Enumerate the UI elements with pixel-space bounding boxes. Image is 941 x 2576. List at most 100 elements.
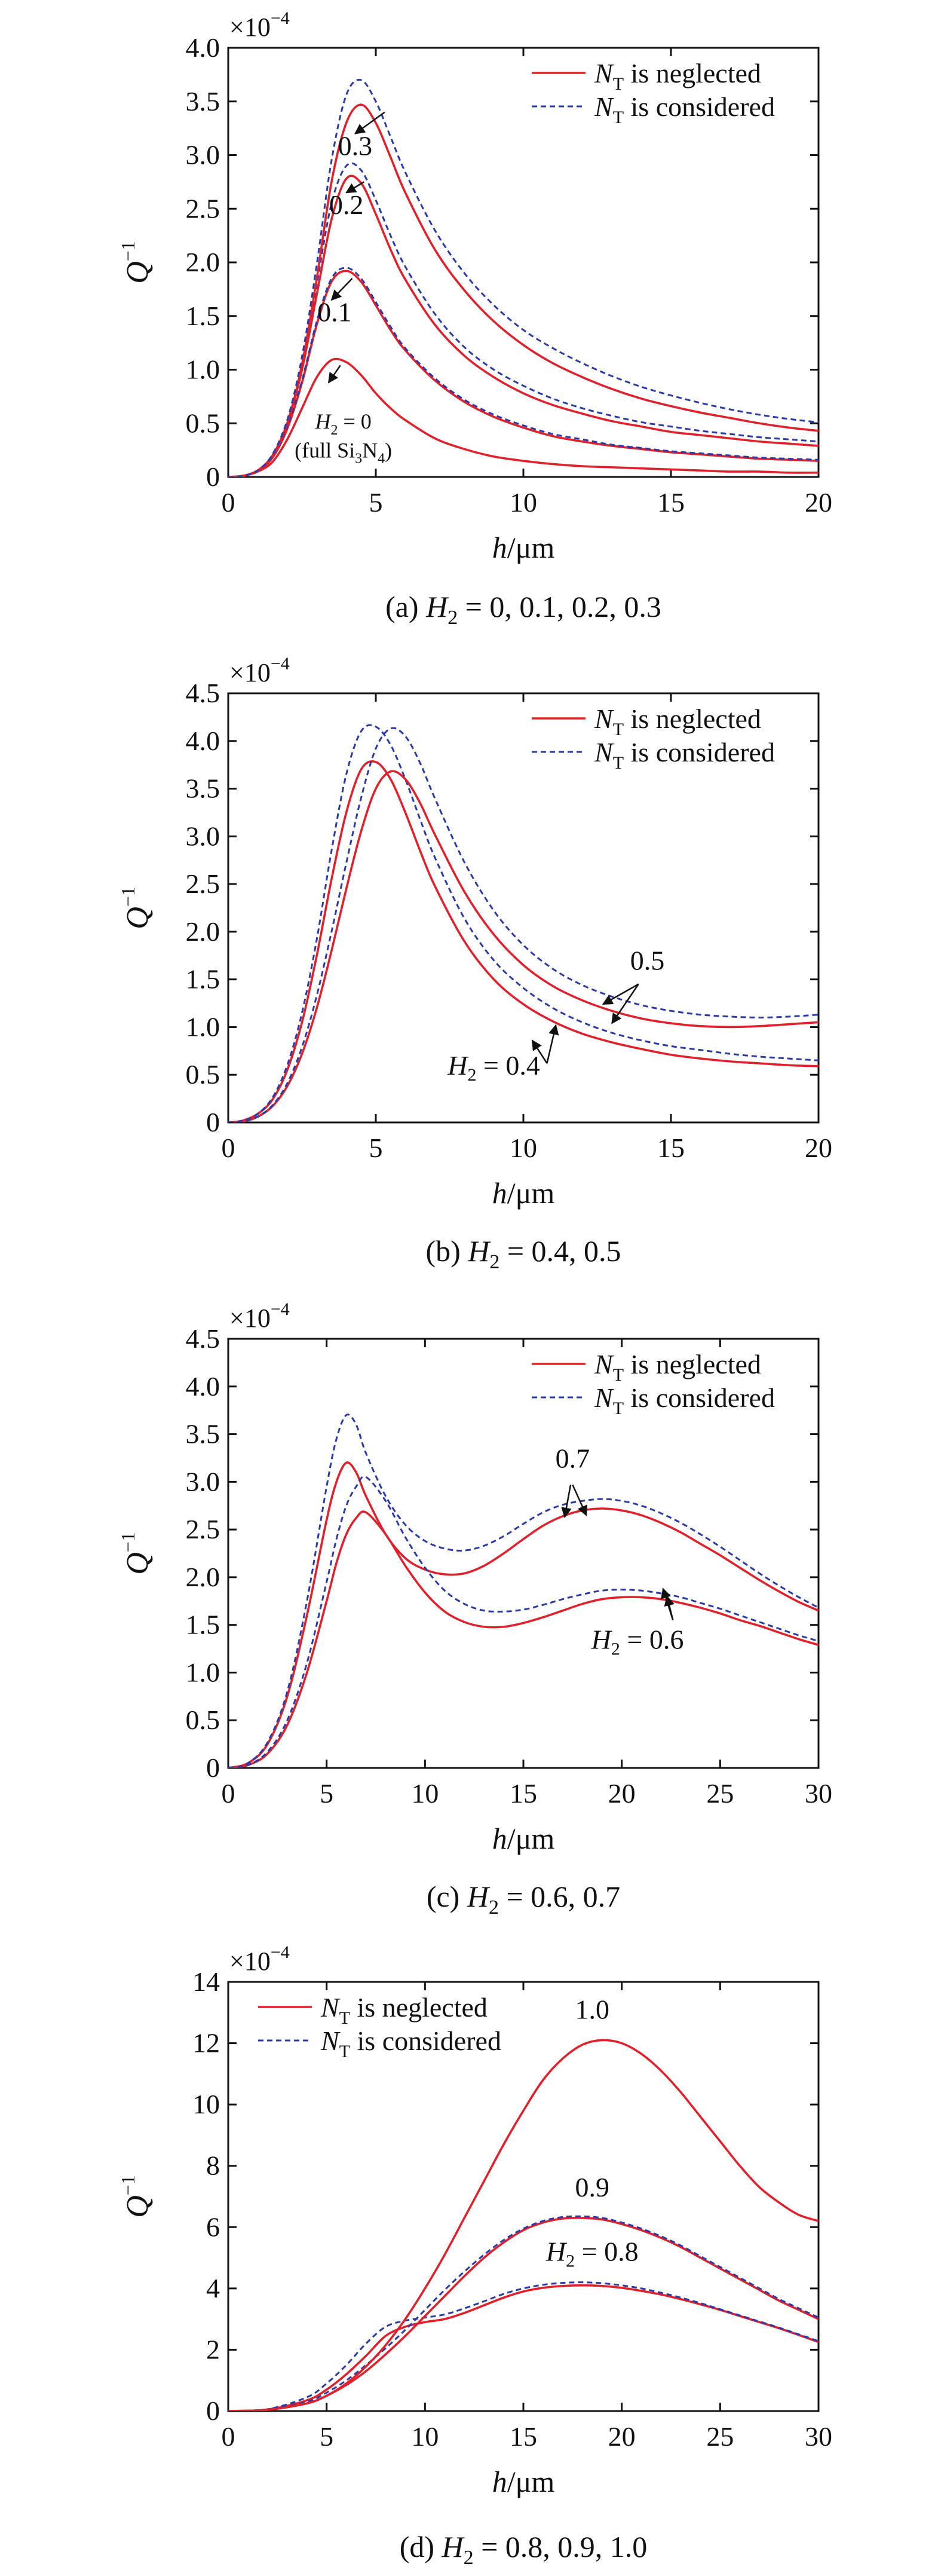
annotation-arrow (661, 1587, 674, 1621)
h2-curve-label: H2 = 0.8 (545, 2237, 639, 2271)
y-tick-label: 2.0 (186, 1562, 220, 1592)
y-tick-label: 4 (206, 2273, 220, 2303)
panel-caption: (d) H2 = 0.8, 0.9, 1.0 (400, 2530, 648, 2569)
series-considered-2 (228, 1414, 819, 1768)
x-tick-label: 20 (608, 1778, 636, 1809)
y-tick-label: 0.5 (186, 408, 220, 438)
x-axis-label: h/μm (492, 2465, 555, 2498)
x-axis-label: h/μm (492, 1822, 555, 1855)
series-neglected-6 (228, 103, 819, 477)
y-tick-label: 0.5 (186, 1059, 220, 1090)
y-axis-label: Q−1 (117, 1532, 155, 1575)
y-tick-label: 12 (192, 2028, 220, 2058)
annotation-arrow (611, 983, 639, 1024)
legend-entry: NT is neglected (594, 58, 761, 94)
curve-label: 0.9 (575, 2172, 610, 2202)
series-neglected-5 (228, 2039, 819, 2411)
series-considered-4 (228, 2215, 819, 2411)
x-tick-label: 0 (222, 487, 235, 518)
panel-caption: (c) H2 = 0.6, 0.7 (427, 1880, 620, 1919)
y-tick-label: 4.0 (186, 32, 220, 63)
x-tick-label: 5 (369, 487, 383, 518)
y-tick-label: 1.5 (186, 301, 220, 331)
h2-curve-label: H2 = 0.4 (447, 1050, 540, 1085)
legend-entry: NT is considered (594, 91, 775, 127)
panel-caption: (b) H2 = 0.4, 0.5 (425, 1234, 621, 1273)
annotation-arrow (345, 181, 364, 194)
legend-entry: NT is considered (594, 737, 775, 773)
x-tick-label: 15 (657, 1133, 685, 1163)
x-tick-label: 20 (805, 487, 832, 518)
y-tick-label: 0 (206, 461, 220, 492)
y-tick-label: 4.5 (186, 1323, 220, 1354)
annotation-arrow (546, 1024, 559, 1064)
curve-label: 1.0 (575, 1994, 610, 2025)
annotation-arrow (602, 983, 639, 1005)
x-tick-label: 25 (706, 2421, 734, 2452)
series-considered-2 (228, 2281, 819, 2411)
y-axis-label: Q−1 (117, 886, 155, 929)
y-tick-label: 6 (206, 2211, 220, 2242)
chart-panel-2: 0 5 10 15 20 0 0.5 1.0 1.5 2.0 2.5 3.0 3.5 4.0 4.5 ×10−… (117, 654, 832, 1273)
series-neglected-1 (228, 1461, 819, 1768)
y-tick-label: 0.5 (186, 1705, 220, 1735)
y-tick-label: 10 (192, 2089, 220, 2119)
series-considered-4 (228, 1476, 819, 1768)
legend-entry: NT is neglected (594, 1349, 761, 1385)
annotation-arrow (330, 278, 353, 301)
h2-curve-label: H2 = 0 (315, 409, 372, 438)
y-tick-label: 3.5 (186, 1419, 220, 1449)
annotation-arrow (327, 365, 341, 384)
y-tick-label: 4.0 (186, 1371, 220, 1402)
axis-multiplier: ×10−4 (229, 654, 290, 687)
x-tick-label: 10 (510, 1133, 537, 1163)
legend-entry: NT is neglected (594, 703, 761, 739)
axis-multiplier: ×10−4 (229, 1942, 290, 1976)
y-tick-label: 0 (206, 1107, 220, 1137)
curve-label: 0.5 (630, 946, 665, 976)
series-considered-7 (228, 79, 819, 477)
curve-label: 0.2 (329, 189, 364, 220)
y-tick-label: 0 (206, 2396, 220, 2426)
curve-label: 0.3 (338, 131, 373, 161)
y-tick-label: 2.5 (186, 868, 220, 899)
y-tick-label: 8 (206, 2150, 220, 2181)
y-tick-label: 2.5 (186, 193, 220, 224)
y-tick-label: 3.0 (186, 140, 220, 170)
y-axis-label: Q−1 (117, 241, 155, 284)
chart-panel-1: 0 5 10 15 20 0 0.5 1.0 1.5 2.0 2.5 3.0 3.5 4.0 ×10−4 Q−… (117, 8, 832, 629)
series-neglected-3 (228, 770, 819, 1122)
axis-multiplier: ×10−4 (229, 1299, 290, 1333)
annotation-arrow (572, 1484, 587, 1516)
y-tick-label: 14 (192, 1966, 220, 1997)
panel-caption: (a) H2 = 0, 0.1, 0.2, 0.3 (385, 590, 661, 629)
y-tick-label: 3.0 (186, 821, 220, 851)
y-tick-label: 4.0 (186, 726, 220, 756)
y-tick-label: 1.5 (186, 1610, 220, 1640)
y-tick-label: 1.0 (186, 354, 220, 385)
y-tick-label: 0 (206, 1752, 220, 1783)
y-tick-label: 3.5 (186, 86, 220, 117)
annotation-arrow (531, 1039, 548, 1064)
series-considered-3 (228, 267, 819, 477)
x-tick-label: 5 (369, 1133, 383, 1163)
series-neglected-1 (228, 760, 819, 1122)
y-tick-label: 2.0 (186, 916, 220, 947)
x-tick-label: 15 (510, 2421, 537, 2452)
axis-multiplier: ×10−4 (229, 8, 290, 42)
x-tick-label: 30 (805, 2421, 832, 2452)
series-neglected-1 (228, 357, 819, 477)
x-axis-label: h/μm (492, 1176, 555, 1210)
y-tick-label: 4.5 (186, 678, 220, 708)
annotation-arrow (561, 1484, 572, 1519)
y-tick-label: 2 (206, 2334, 220, 2364)
series-neglected-3 (228, 1510, 819, 1768)
plot-frame (227, 1981, 820, 2412)
y-tick-label: 3.5 (186, 773, 220, 804)
y-tick-label: 3.0 (186, 1466, 220, 1497)
x-tick-label: 10 (510, 487, 537, 518)
annotation-arrow (354, 111, 385, 134)
x-tick-label: 0 (222, 1133, 235, 1163)
x-tick-label: 20 (805, 1133, 832, 1163)
